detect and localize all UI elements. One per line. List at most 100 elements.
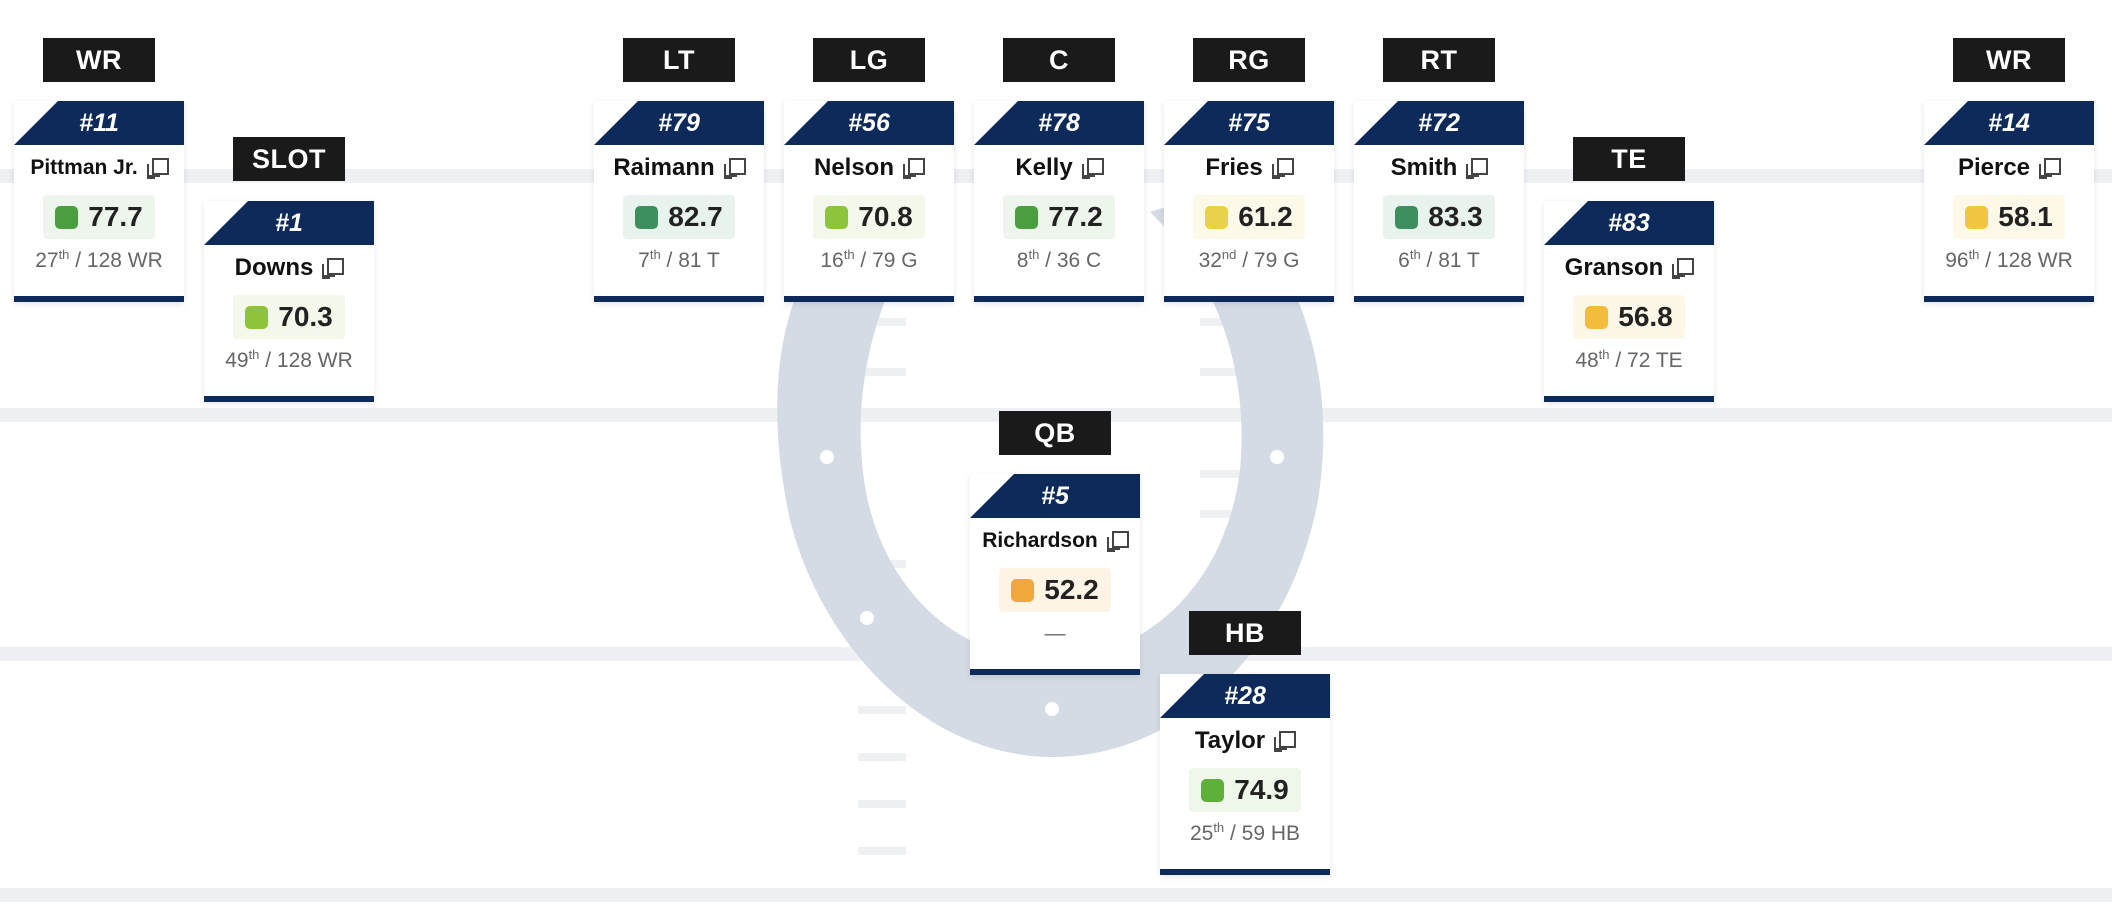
copy-icon[interactable] [2038, 157, 2062, 179]
copy-icon[interactable] [902, 157, 925, 179]
copy-icon[interactable] [1465, 157, 1489, 179]
player-name-row[interactable]: Kelly [974, 145, 1144, 191]
card-header: #79 [594, 101, 764, 145]
horseshoe-nail-holes [820, 450, 1284, 716]
grade-value: 77.2 [1048, 201, 1103, 232]
position-label-qb: QB [999, 411, 1111, 455]
yard-line [0, 888, 2112, 902]
player-name-row[interactable]: Pierce [1924, 145, 2094, 191]
grade-box: 83.3 [1383, 195, 1495, 239]
player-name-row[interactable]: Fries [1164, 145, 1334, 191]
grade-box: 82.7 [623, 195, 735, 239]
grade-indicator [1011, 578, 1035, 602]
position-rank: 6th / 81 T [1398, 247, 1480, 272]
position-label-lg: LG [813, 38, 925, 82]
jersey-number: #72 [1418, 108, 1460, 137]
card-header: #83 [1544, 201, 1714, 245]
player-name-row[interactable]: Raimann [594, 145, 764, 191]
player-name-row[interactable]: Smith [1354, 145, 1524, 191]
position-label-rt: RT [1383, 38, 1495, 82]
player-name[interactable]: Richardson [982, 529, 1098, 552]
player-card-pierce[interactable]: #14 Pierce 58.1 96th / 128 WR [1924, 101, 2094, 302]
position-rank: 32nd / 79 G [1198, 247, 1300, 272]
grade-box: 77.7 [43, 195, 155, 239]
grade-value: 70.3 [278, 301, 333, 332]
jersey-number: #78 [1038, 108, 1080, 137]
player-card-granson[interactable]: #83 Granson 56.8 48th / 72 TE [1544, 201, 1714, 402]
player-card-nelson[interactable]: #56 Nelson 70.8 16th / 79 G [784, 101, 954, 302]
player-name-row[interactable]: Pittman Jr. [14, 145, 184, 191]
player-name-row[interactable]: Downs [204, 245, 374, 291]
player-name[interactable]: Granson [1564, 254, 1664, 281]
position-rank: — [1044, 622, 1066, 645]
player-card-pittman[interactable]: #11 Pittman Jr. 77.7 27th / 128 WR [14, 101, 184, 302]
position-rank: 49th / 128 WR [225, 347, 353, 372]
position-rank: 16th / 79 G [820, 247, 918, 272]
copy-icon[interactable] [723, 157, 746, 179]
player-card-smith[interactable]: #72 Smith 83.3 6th / 81 T [1354, 101, 1524, 302]
position-label-hb: HB [1189, 611, 1301, 655]
grade-box: 52.2 [999, 568, 1111, 612]
player-card-taylor[interactable]: #28 Taylor 74.9 25th / 59 HB [1160, 674, 1330, 875]
grade-indicator [1015, 205, 1039, 229]
player-name[interactable]: Pierce [1957, 154, 2031, 181]
card-header: #5 [970, 474, 1140, 518]
player-name[interactable]: Kelly [1015, 154, 1073, 181]
position-label-wr-left: WR [43, 38, 155, 82]
grade-value: 74.9 [1234, 774, 1289, 805]
position-label-wr-right: WR [1953, 38, 2065, 82]
horseshoe-logo [777, 180, 1324, 758]
position-label-rg: RG [1193, 38, 1305, 82]
card-header: #72 [1354, 101, 1524, 145]
copy-icon[interactable] [1106, 530, 1129, 552]
jersey-number: #79 [658, 108, 700, 137]
player-name[interactable]: Raimann [613, 154, 715, 181]
player-card-fries[interactable]: #75 Fries 61.2 32nd / 79 G [1164, 101, 1334, 302]
card-header: #11 [14, 101, 184, 145]
copy-icon[interactable] [146, 157, 169, 179]
copy-icon[interactable] [1271, 157, 1294, 179]
grade-indicator [1201, 778, 1225, 802]
copy-icon[interactable] [321, 257, 345, 279]
position-label-c: C [1003, 38, 1115, 82]
grade-box: 70.8 [813, 195, 925, 239]
copy-icon[interactable] [1273, 730, 1297, 752]
jersey-number: #14 [1988, 108, 2030, 137]
grade-box: 74.9 [1189, 768, 1301, 812]
jersey-number: #5 [1041, 481, 1069, 510]
grade-box: 58.1 [1953, 195, 2065, 239]
position-rank: 7th / 81 T [638, 247, 720, 272]
card-header: #1 [204, 201, 374, 245]
jersey-number: #11 [79, 108, 119, 137]
grade-value: 52.2 [1044, 574, 1099, 605]
player-name-row[interactable]: Granson [1544, 245, 1714, 291]
grade-value: 70.8 [858, 201, 913, 232]
player-name[interactable]: Smith [1390, 154, 1458, 181]
grade-indicator [1205, 205, 1229, 229]
player-name-row[interactable]: Taylor [1160, 718, 1330, 764]
player-card-raimann[interactable]: #79 Raimann 82.7 7th / 81 T [594, 101, 764, 302]
player-name[interactable]: Downs [234, 254, 314, 281]
player-name[interactable]: Nelson [813, 154, 894, 181]
grade-box: 61.2 [1193, 195, 1305, 239]
player-name[interactable]: Pittman Jr. [30, 156, 138, 179]
card-header: #14 [1924, 101, 2094, 145]
player-name[interactable]: Taylor [1194, 727, 1266, 754]
card-header: #75 [1164, 101, 1334, 145]
player-name[interactable]: Fries [1205, 154, 1263, 181]
copy-icon[interactable] [1671, 257, 1695, 279]
grade-value: 82.7 [668, 201, 723, 232]
grade-indicator [825, 205, 849, 229]
grade-value: 77.7 [88, 201, 143, 232]
player-card-downs[interactable]: #1 Downs 70.3 49th / 128 WR [204, 201, 374, 402]
grade-indicator [635, 205, 659, 229]
player-name-row[interactable]: Richardson [970, 518, 1140, 564]
player-card-richardson[interactable]: #5 Richardson 52.2 — [970, 474, 1140, 675]
player-name-row[interactable]: Nelson [784, 145, 954, 191]
position-label-lt: LT [623, 38, 735, 82]
grade-value: 61.2 [1238, 201, 1293, 232]
player-card-kelly[interactable]: #78 Kelly 77.2 8th / 36 C [974, 101, 1144, 302]
grade-box: 56.8 [1573, 295, 1685, 339]
copy-icon[interactable] [1081, 157, 1104, 179]
